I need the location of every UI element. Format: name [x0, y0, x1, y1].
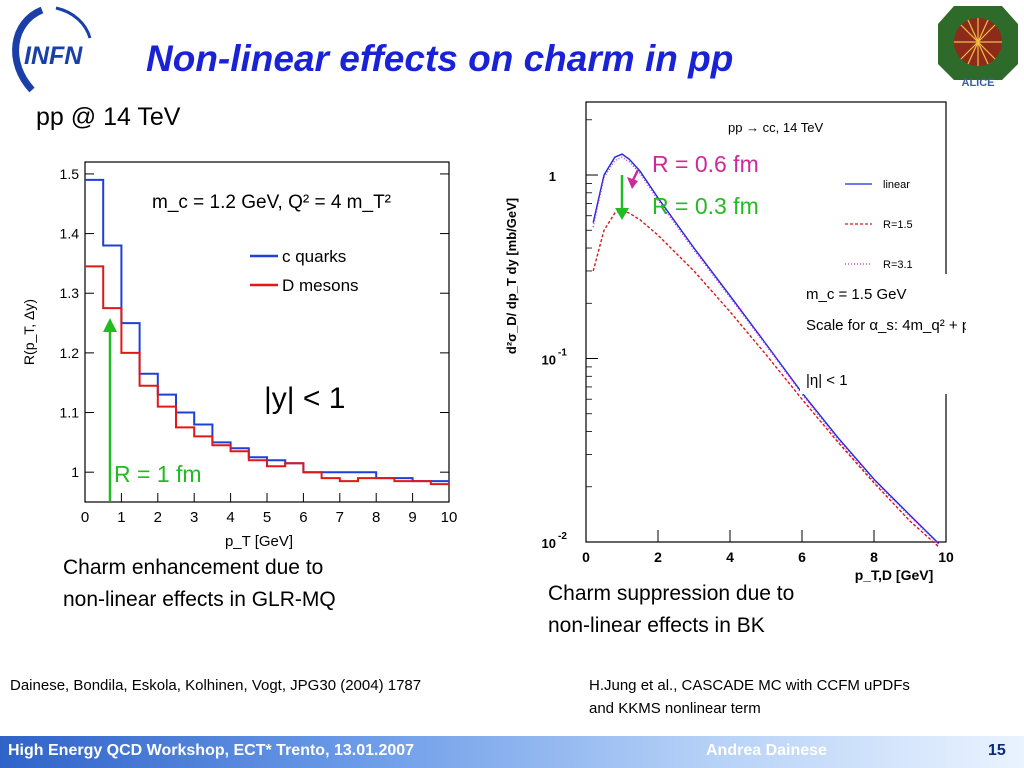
slide-title: Non-linear effects on charm in pp — [146, 38, 734, 79]
left-y-tick-label: 1.2 — [60, 345, 80, 361]
left-x-tick-label: 1 — [117, 509, 125, 526]
legend-label-d-mesons: D mesons — [282, 276, 359, 295]
left-x-tick-label: 3 — [190, 509, 198, 526]
left-caption: Charm enhancement due to non-linear effe… — [63, 552, 336, 616]
left-y-tick-label: 1.3 — [60, 285, 80, 301]
right-x-tick-label: 0 — [582, 549, 590, 565]
right-y-tick-exponent: -1 — [558, 348, 567, 359]
right-green-arrowhead — [615, 208, 629, 220]
left-chart: 1 1.1 1.2 1.3 1.4 1.5 0 1 2 3 4 5 6 7 8 9 10 m_c = 1.2 … — [21, 161, 458, 550]
right-x-axis-label: p_T,D [GeV] — [855, 567, 934, 583]
right-y-tick-label: 1 — [549, 169, 556, 184]
left-annotation: m_c = 1.2 GeV, Q² = 4 m_T² — [152, 192, 391, 213]
right-x-tick-label: 2 — [654, 549, 662, 565]
left-x-tick-label: 5 — [263, 509, 271, 526]
left-caption-line-2: non-linear effects in GLR-MQ — [63, 588, 336, 611]
left-y-tick-label: 1.1 — [60, 405, 80, 421]
right-annotation: pp → cc, 14 TeV — [728, 120, 823, 135]
infn-logo: INFN — [2, 2, 112, 102]
reference-right: H.Jung et al., CASCADE MC with CCFM uPDF… — [589, 674, 910, 720]
alice-logo-graphic: ALICE — [938, 6, 1018, 89]
left-x-tick-label: 10 — [441, 509, 458, 526]
right-series-linear — [592, 153, 940, 545]
right-param-eta: |η| < 1 — [806, 372, 848, 389]
reference-left: Dainese, Bondila, Eskola, Kolhinen, Vogt… — [10, 677, 422, 694]
right-y-tick-label: 10 — [542, 353, 556, 368]
left-y-tick-label: 1.5 — [60, 166, 80, 182]
left-region-label: |y| < 1 — [264, 382, 345, 415]
right-arrow-label-06: R = 0.6 fm — [652, 151, 759, 177]
infn-logo-text: INFN — [24, 42, 83, 70]
left-legend: c quarks D mesons — [250, 247, 359, 295]
left-arrow-label: R = 1 fm — [114, 461, 202, 487]
right-series-r31 — [592, 156, 940, 545]
right-chart: 110-110-2 0 2 4 6 8 10 pp → cc, 14 TeV linear… — [504, 101, 966, 583]
right-x-tick-label: 8 — [870, 549, 878, 565]
left-x-axis-label: p_T [GeV] — [225, 533, 293, 550]
right-param-scale: Scale for α_s: 4m_q² + p_t² — [806, 317, 966, 334]
left-x-tick-label: 2 — [154, 509, 162, 526]
left-caption-line-1: Charm enhancement due to — [63, 556, 324, 579]
footer-bar — [0, 736, 1024, 768]
right-caption-line-2: non-linear effects in BK — [548, 614, 765, 637]
right-y-tick-label: 10 — [542, 536, 556, 551]
left-x-tick-label: 8 — [372, 509, 380, 526]
right-x-tick-label: 6 — [798, 549, 806, 565]
legend-label-linear: linear — [883, 179, 910, 191]
left-green-arrowhead — [103, 318, 117, 332]
infn-logo-graphic: INFN — [12, 6, 92, 93]
reference-right-line-2: and KKMS nonlinear term — [589, 700, 761, 717]
left-x-tick-label: 9 — [408, 509, 416, 526]
right-caption-line-1: Charm suppression due to — [548, 582, 795, 605]
footer-event: High Energy QCD Workshop, ECT* Trento, 1… — [8, 742, 415, 759]
right-y-axis-label: d²σ_D/ dp_T dy [mb/GeV] — [504, 198, 519, 354]
left-plot-frame — [84, 161, 450, 503]
right-magenta-arrowhead — [627, 177, 638, 189]
left-y-tick-label: 1.4 — [60, 226, 80, 242]
slide-subtitle: pp @ 14 TeV — [36, 103, 181, 131]
page-number: 15 — [988, 742, 1006, 759]
alice-logo-text: ALICE — [962, 77, 995, 88]
right-x-tick-label: 4 — [726, 549, 734, 565]
footer-author: Andrea Dainese — [706, 742, 827, 759]
right-caption: Charm suppression due to non-linear effe… — [548, 578, 794, 642]
left-series-d-mesons — [85, 265, 449, 486]
left-y-axis-label: R(p_T, Δy) — [21, 299, 37, 365]
right-params-box: m_c = 1.5 GeV Scale for α_s: 4m_q² + p_t… — [800, 274, 966, 394]
right-params-bg — [800, 274, 950, 394]
right-y-tick-exponent: -2 — [558, 531, 567, 542]
legend-label-r31: R=3.1 — [883, 259, 913, 271]
right-param-mass: m_c = 1.5 GeV — [806, 286, 906, 303]
reference-right-line-1: H.Jung et al., CASCADE MC with CCFM uPDF… — [589, 677, 910, 694]
right-arrow-label-03: R = 0.3 fm — [652, 193, 759, 219]
left-x-tick-label: 4 — [226, 509, 234, 526]
right-x-tick-label: 10 — [938, 549, 954, 565]
left-x-tick-label: 7 — [336, 509, 344, 526]
left-x-tick-label: 6 — [299, 509, 307, 526]
legend-label-r15: R=1.5 — [883, 219, 913, 231]
alice-logo: ALICE — [936, 2, 1020, 89]
legend-label-c-quarks: c quarks — [282, 247, 346, 266]
left-x-tick-label: 0 — [81, 509, 89, 526]
right-legend: linear R=1.5 R=3.1 — [845, 179, 913, 271]
left-y-tick-label: 1 — [71, 464, 79, 480]
